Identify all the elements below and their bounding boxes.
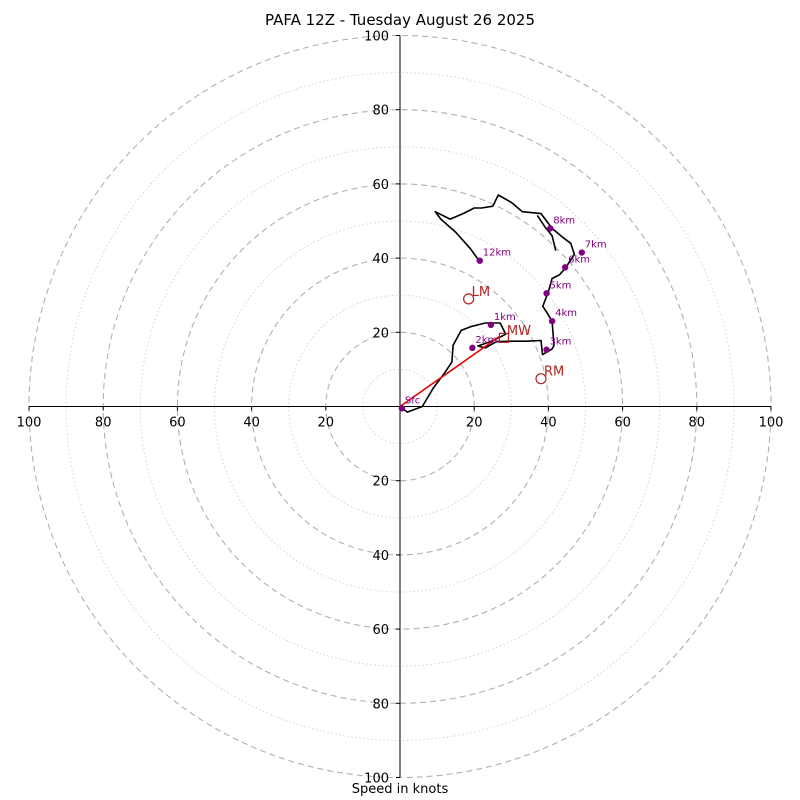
storm-motion-label: MW <box>507 324 531 339</box>
x-tick-label: 20 <box>466 416 483 431</box>
hodograph-trace <box>399 194 576 413</box>
height-marker-label: 7km <box>585 240 607 251</box>
y-tick-label: 80 <box>372 104 389 119</box>
chart-title: PAFA 12Z - Tuesday August 26 2025 <box>264 11 536 29</box>
x-tick-label: 80 <box>689 416 706 431</box>
y-tick-label: 20 <box>372 326 389 341</box>
bulk-shear-vector <box>399 335 501 408</box>
x-tick-label: 40 <box>243 416 260 431</box>
y-tick-label: 80 <box>372 697 389 712</box>
height-marker-1km <box>487 321 495 329</box>
y-tick-label: 60 <box>372 623 389 638</box>
height-marker-label: 12km <box>483 248 511 259</box>
height-marker-label: 6km <box>568 254 590 265</box>
hodograph-trace-segment <box>536 214 557 251</box>
x-tick-label: 20 <box>318 416 335 431</box>
y-tick-label: 100 <box>364 772 389 787</box>
storm-motion-markers: LM RM MW <box>463 285 564 385</box>
axis-tick-labels: 100 80 60 40 20 20 40 60 80 100 100 80 60 40 20 20 40 60 8… <box>17 30 784 787</box>
storm-motion-mw-marker <box>498 332 509 343</box>
bulk-shear-line <box>399 335 501 408</box>
height-marker-label: 1km <box>494 312 516 323</box>
y-tick-label: 100 <box>364 30 389 45</box>
x-tick-label: 40 <box>540 416 557 431</box>
height-marker-label: 4km <box>555 308 577 319</box>
x-tick-label: 80 <box>95 416 112 431</box>
x-tick-label: 60 <box>614 416 631 431</box>
y-tick-label: 60 <box>372 178 389 193</box>
wind-trace <box>399 194 576 413</box>
height-marker-label: Sfc <box>405 395 420 406</box>
height-marker-label: 2km <box>475 335 497 346</box>
height-markers: Sfc 1km 2km 3km 4km 5km 6km 7km 8km 12km <box>398 215 607 412</box>
height-marker-3km <box>543 346 550 353</box>
x-tick-label: 100 <box>17 416 42 431</box>
y-tick-label: 40 <box>372 252 389 267</box>
height-marker-6km <box>561 264 569 271</box>
x-tick-label: 60 <box>169 416 186 431</box>
storm-motion-label: LM <box>472 285 490 300</box>
storm-motion-rm-marker <box>535 373 547 385</box>
storm-motion-lm-marker <box>463 293 475 305</box>
y-tick-label: 40 <box>372 549 389 564</box>
height-marker-12km <box>476 257 483 264</box>
height-marker-4km <box>548 317 556 325</box>
x-tick-label: 100 <box>759 416 784 431</box>
height-marker-5km <box>543 290 550 297</box>
height-marker-label: 3km <box>550 337 572 348</box>
height-marker-8km <box>547 225 554 232</box>
x-axis-label: Speed in knots <box>351 782 449 797</box>
height-marker-7km <box>578 249 585 256</box>
height-marker-label: 5km <box>550 280 572 291</box>
height-marker-2km <box>469 344 476 352</box>
height-marker-sfc <box>398 405 406 412</box>
height-marker-label: 8km <box>553 215 575 226</box>
storm-motion-label: RM <box>544 365 564 380</box>
y-tick-label: 20 <box>372 475 389 490</box>
